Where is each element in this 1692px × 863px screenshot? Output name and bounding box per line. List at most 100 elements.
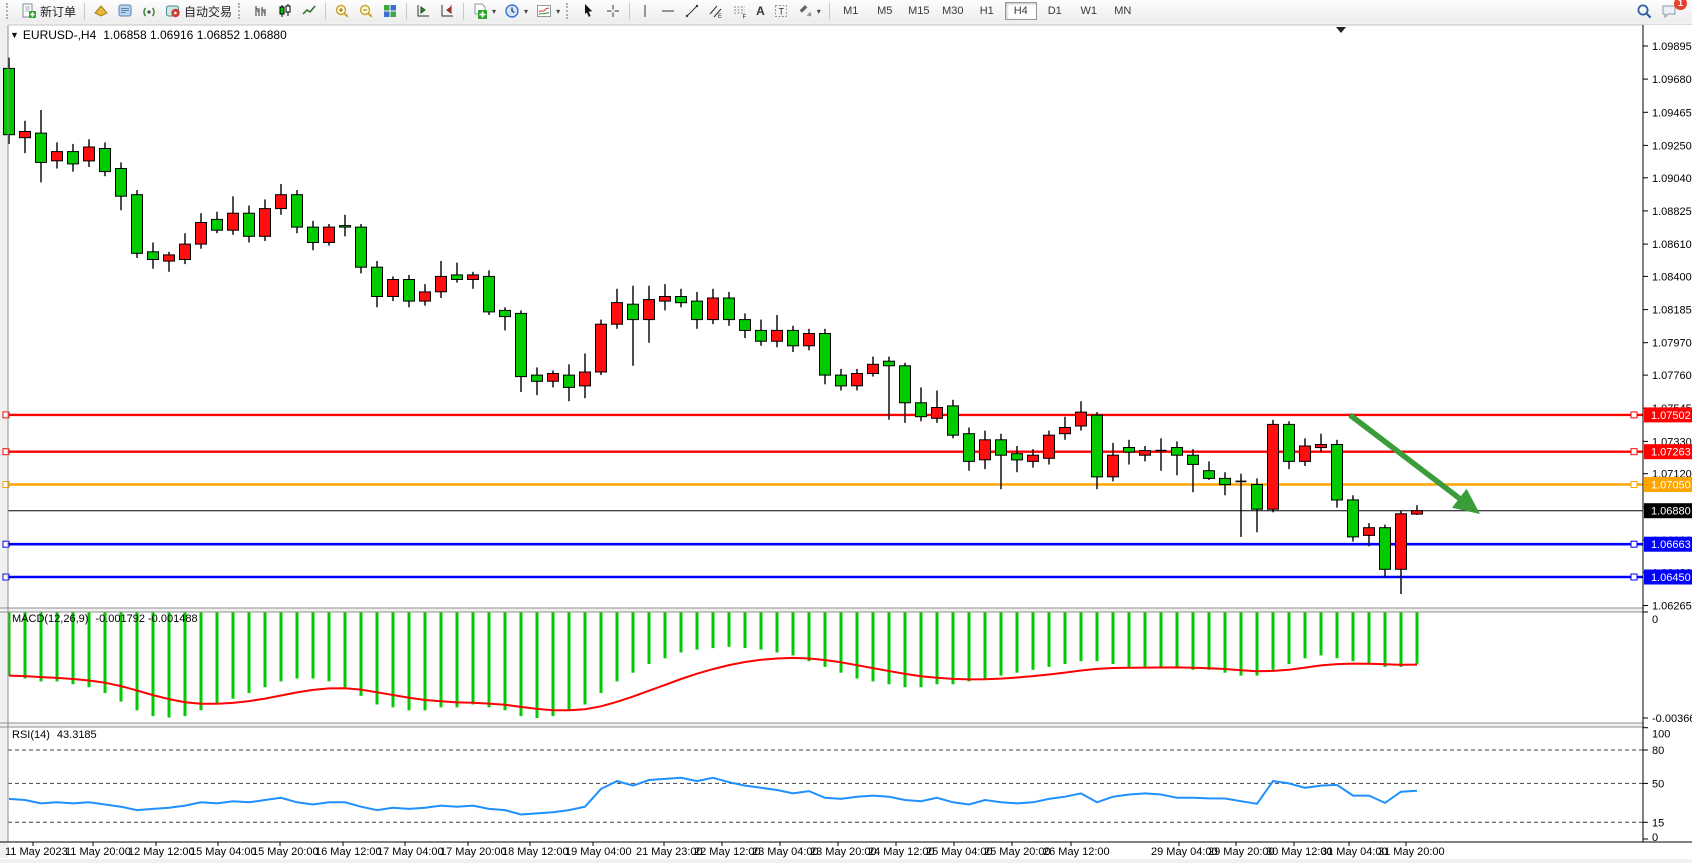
toolbar-separator — [406, 2, 408, 20]
svg-text:1.09040: 1.09040 — [1652, 173, 1692, 185]
svg-text:26 May 12:00: 26 May 12:00 — [1043, 846, 1110, 858]
chart-shift-marker[interactable] — [1336, 27, 1346, 33]
price-axis[interactable] — [1644, 25, 1692, 842]
candlestick-icon — [277, 3, 293, 19]
svg-text:1.06450: 1.06450 — [1651, 572, 1691, 584]
new-chart-button[interactable]: ▾ — [468, 0, 500, 22]
cursor-tool-button[interactable] — [577, 0, 601, 22]
svg-text:1.08825: 1.08825 — [1652, 206, 1692, 218]
chevron-down-icon: ▾ — [816, 6, 821, 16]
toolbar-separator — [325, 2, 327, 20]
metaeditor-button[interactable] — [113, 0, 137, 22]
bar-chart-mode-button[interactable] — [249, 0, 273, 22]
timeframe-M1[interactable]: M1 — [843, 5, 859, 17]
crosshair-icon — [605, 3, 621, 19]
timeframe-H4[interactable]: H4 — [1004, 2, 1037, 20]
new-order-icon — [21, 3, 37, 19]
horizontal-line-tool-button[interactable] — [656, 0, 680, 22]
auto-trading-button[interactable]: 自动交易 — [161, 0, 236, 22]
vertical-line-tool-button[interactable] — [634, 0, 656, 22]
svg-text:22 May 12:00: 22 May 12:00 — [694, 846, 761, 858]
trendline-icon — [684, 3, 700, 19]
timeframe-H1[interactable]: H1 — [979, 5, 994, 17]
zoom-out-icon — [358, 3, 374, 19]
signal-icon — [141, 3, 157, 19]
trendline-tool-button[interactable] — [680, 0, 704, 22]
line-price-label: 1.06663 — [1644, 536, 1692, 552]
chart-window[interactable]: 1.09895 1.09680 1.09465 1.09250 1.09040 1.088… — [0, 22, 1692, 863]
chevron-down-icon: ▾ — [524, 6, 529, 16]
timeframe-M30[interactable]: M30 — [942, 5, 964, 17]
crosshair-tool-button[interactable] — [601, 0, 625, 22]
timeframe-M5[interactable]: M5 — [877, 5, 893, 17]
toolbar-separator — [629, 2, 631, 20]
indicators-icon — [536, 3, 552, 19]
svg-text:16 May 12:00: 16 May 12:00 — [315, 846, 382, 858]
trend-arrow-shaft[interactable] — [1348, 412, 1465, 503]
arrows-tool-button[interactable]: ▾ — [793, 0, 825, 22]
text-label-tool-button[interactable]: T — [769, 0, 793, 22]
timeframe-D1[interactable]: D1 — [1047, 5, 1062, 17]
svg-text:24 May 12:00: 24 May 12:00 — [868, 846, 935, 858]
svg-text:1.06880: 1.06880 — [1651, 506, 1691, 518]
toolbar-grip[interactable] — [566, 3, 573, 19]
toolbar-separator — [828, 2, 830, 20]
svg-text:30 May 12:00: 30 May 12:00 — [1266, 846, 1333, 858]
timeframe-MN[interactable]: MN — [1114, 5, 1132, 17]
text-icon: A — [756, 4, 765, 18]
signal-button[interactable] — [137, 0, 161, 22]
text-tool-button[interactable]: A — [752, 0, 769, 22]
panel-splitter[interactable] — [0, 608, 1692, 612]
svg-text:23 May 20:00: 23 May 20:00 — [810, 846, 877, 858]
svg-text:23 May 04:00: 23 May 04:00 — [752, 846, 819, 858]
vertical-line-icon — [638, 3, 652, 19]
chart-shift-button[interactable] — [435, 0, 459, 22]
zoom-in-button[interactable] — [330, 0, 354, 22]
periods-button[interactable]: ▾ — [500, 0, 532, 22]
auto-trading-label: 自动交易 — [184, 4, 233, 19]
timeframe-M15[interactable]: M15 — [908, 5, 930, 17]
toolbar-separator — [463, 2, 465, 20]
line-price-label: 1.07263 — [1644, 444, 1692, 460]
rsi-line — [8, 776, 1418, 816]
candlestick-mode-button[interactable] — [273, 0, 297, 22]
timeframe-group: M1 M5 M15 M30 H1 H4 D1 W1 MN — [834, 2, 1140, 20]
svg-text:21 May 23:00: 21 May 23:00 — [636, 846, 703, 858]
candlesticks — [3, 57, 1423, 594]
line-chart-mode-button[interactable] — [297, 0, 321, 22]
chevron-down-icon: ▾ — [492, 6, 497, 16]
chart-canvas[interactable]: 1.09895 1.09680 1.09465 1.09250 1.09040 1.088… — [0, 22, 1692, 863]
toolbar-grip[interactable] — [238, 3, 245, 19]
indicators-button[interactable]: ▾ — [532, 0, 564, 22]
toolbar-grip[interactable] — [6, 3, 13, 19]
svg-text:1.07760: 1.07760 — [1652, 370, 1692, 382]
channel-tool-button[interactable]: E — [704, 0, 728, 22]
timeframe-W1[interactable]: W1 — [1080, 5, 1098, 17]
tile-windows-button[interactable] — [378, 0, 402, 22]
auto-scroll-button[interactable] — [411, 0, 435, 22]
fibonacci-tool-button[interactable]: F — [728, 0, 752, 22]
main-toolbar: 新订单 自动交易 ▾ ▾ ▾ E F A T ▾ M1 M5 M15 M30 H1 H4 D… — [0, 0, 1692, 23]
new-order-button[interactable]: 新订单 — [17, 0, 80, 22]
svg-text:1.07502: 1.07502 — [1651, 410, 1691, 422]
search-button[interactable] — [1632, 0, 1657, 22]
new-chart-icon — [472, 3, 488, 19]
svg-text:31 May 20:00: 31 May 20:00 — [1378, 846, 1445, 858]
svg-text:1.07050: 1.07050 — [1651, 480, 1691, 492]
charts-button[interactable] — [89, 0, 113, 22]
svg-text:F: F — [743, 15, 747, 20]
macd-signal-line — [8, 656, 1418, 712]
trend-arrow-head[interactable] — [1452, 488, 1480, 514]
panel-splitter[interactable] — [0, 723, 1692, 727]
svg-text:25 May 04:00: 25 May 04:00 — [926, 846, 993, 858]
chat-button[interactable]: 1 — [1657, 0, 1687, 22]
zoom-out-button[interactable] — [354, 0, 378, 22]
svg-text:1.06265: 1.06265 — [1652, 601, 1692, 613]
text-label-icon: T — [773, 3, 789, 19]
chart-shift-icon — [439, 3, 455, 19]
chevron-down-icon: ▾ — [556, 6, 561, 16]
arrows-shapes-icon — [797, 3, 813, 19]
svg-text:1.06663: 1.06663 — [1651, 539, 1691, 551]
tile-windows-icon — [382, 3, 398, 19]
